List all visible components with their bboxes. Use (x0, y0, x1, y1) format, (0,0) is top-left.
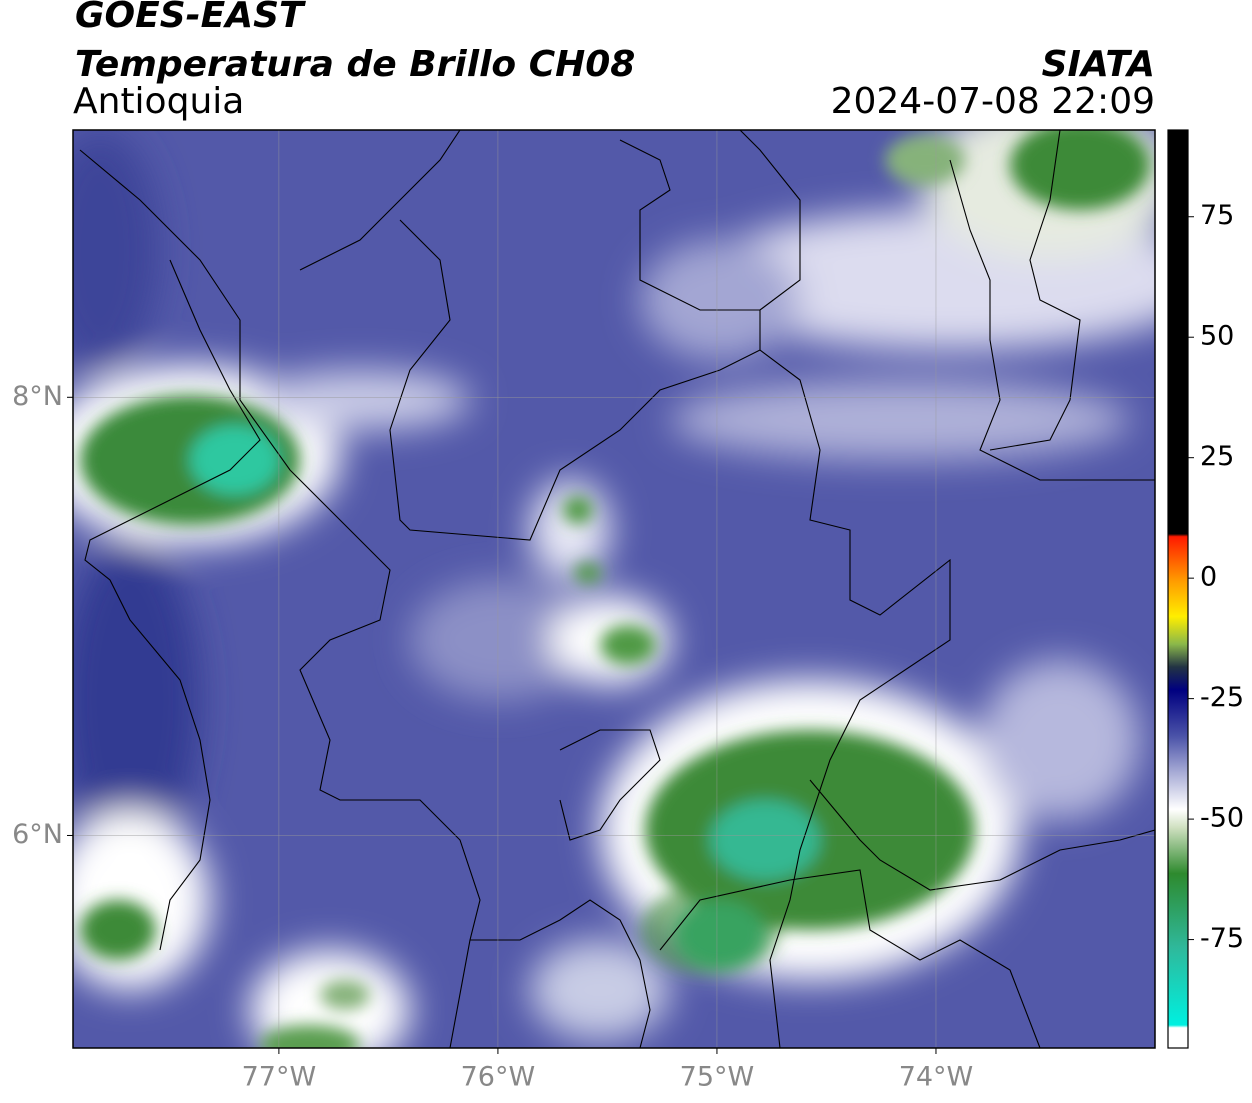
colorbar-tick-label: -75 (1200, 923, 1244, 954)
x-tick-label: 77°W (242, 1062, 317, 1093)
colorbar-tick-label: 50 (1200, 321, 1234, 352)
source: SIATA (1042, 44, 1155, 85)
y-tick-label: 8°N (12, 381, 63, 412)
title: GOES-EAST (75, 0, 306, 36)
datetime: 2024-07-08 22:09 (831, 81, 1155, 122)
colorbar (1167, 129, 1189, 1049)
region: Antioquia (73, 81, 244, 122)
colorbar-tick-label: 75 (1200, 200, 1234, 231)
subtitle: Temperatura de Brillo CH08 (75, 44, 635, 85)
satellite-image (73, 130, 1155, 1048)
borders (79, 130, 1155, 1048)
x-tick-label: 74°W (899, 1062, 974, 1093)
colorbar-tick-label: 25 (1200, 441, 1234, 472)
colorbar-tick-label: 0 (1200, 562, 1217, 593)
colorbar-tick-label: -50 (1200, 803, 1244, 834)
colorbar-tick-label: -25 (1200, 682, 1244, 713)
x-tick-label: 75°W (680, 1062, 755, 1093)
y-tick-label: 6°N (12, 819, 63, 850)
map-frame (72, 129, 1156, 1049)
x-tick-label: 76°W (461, 1062, 536, 1093)
